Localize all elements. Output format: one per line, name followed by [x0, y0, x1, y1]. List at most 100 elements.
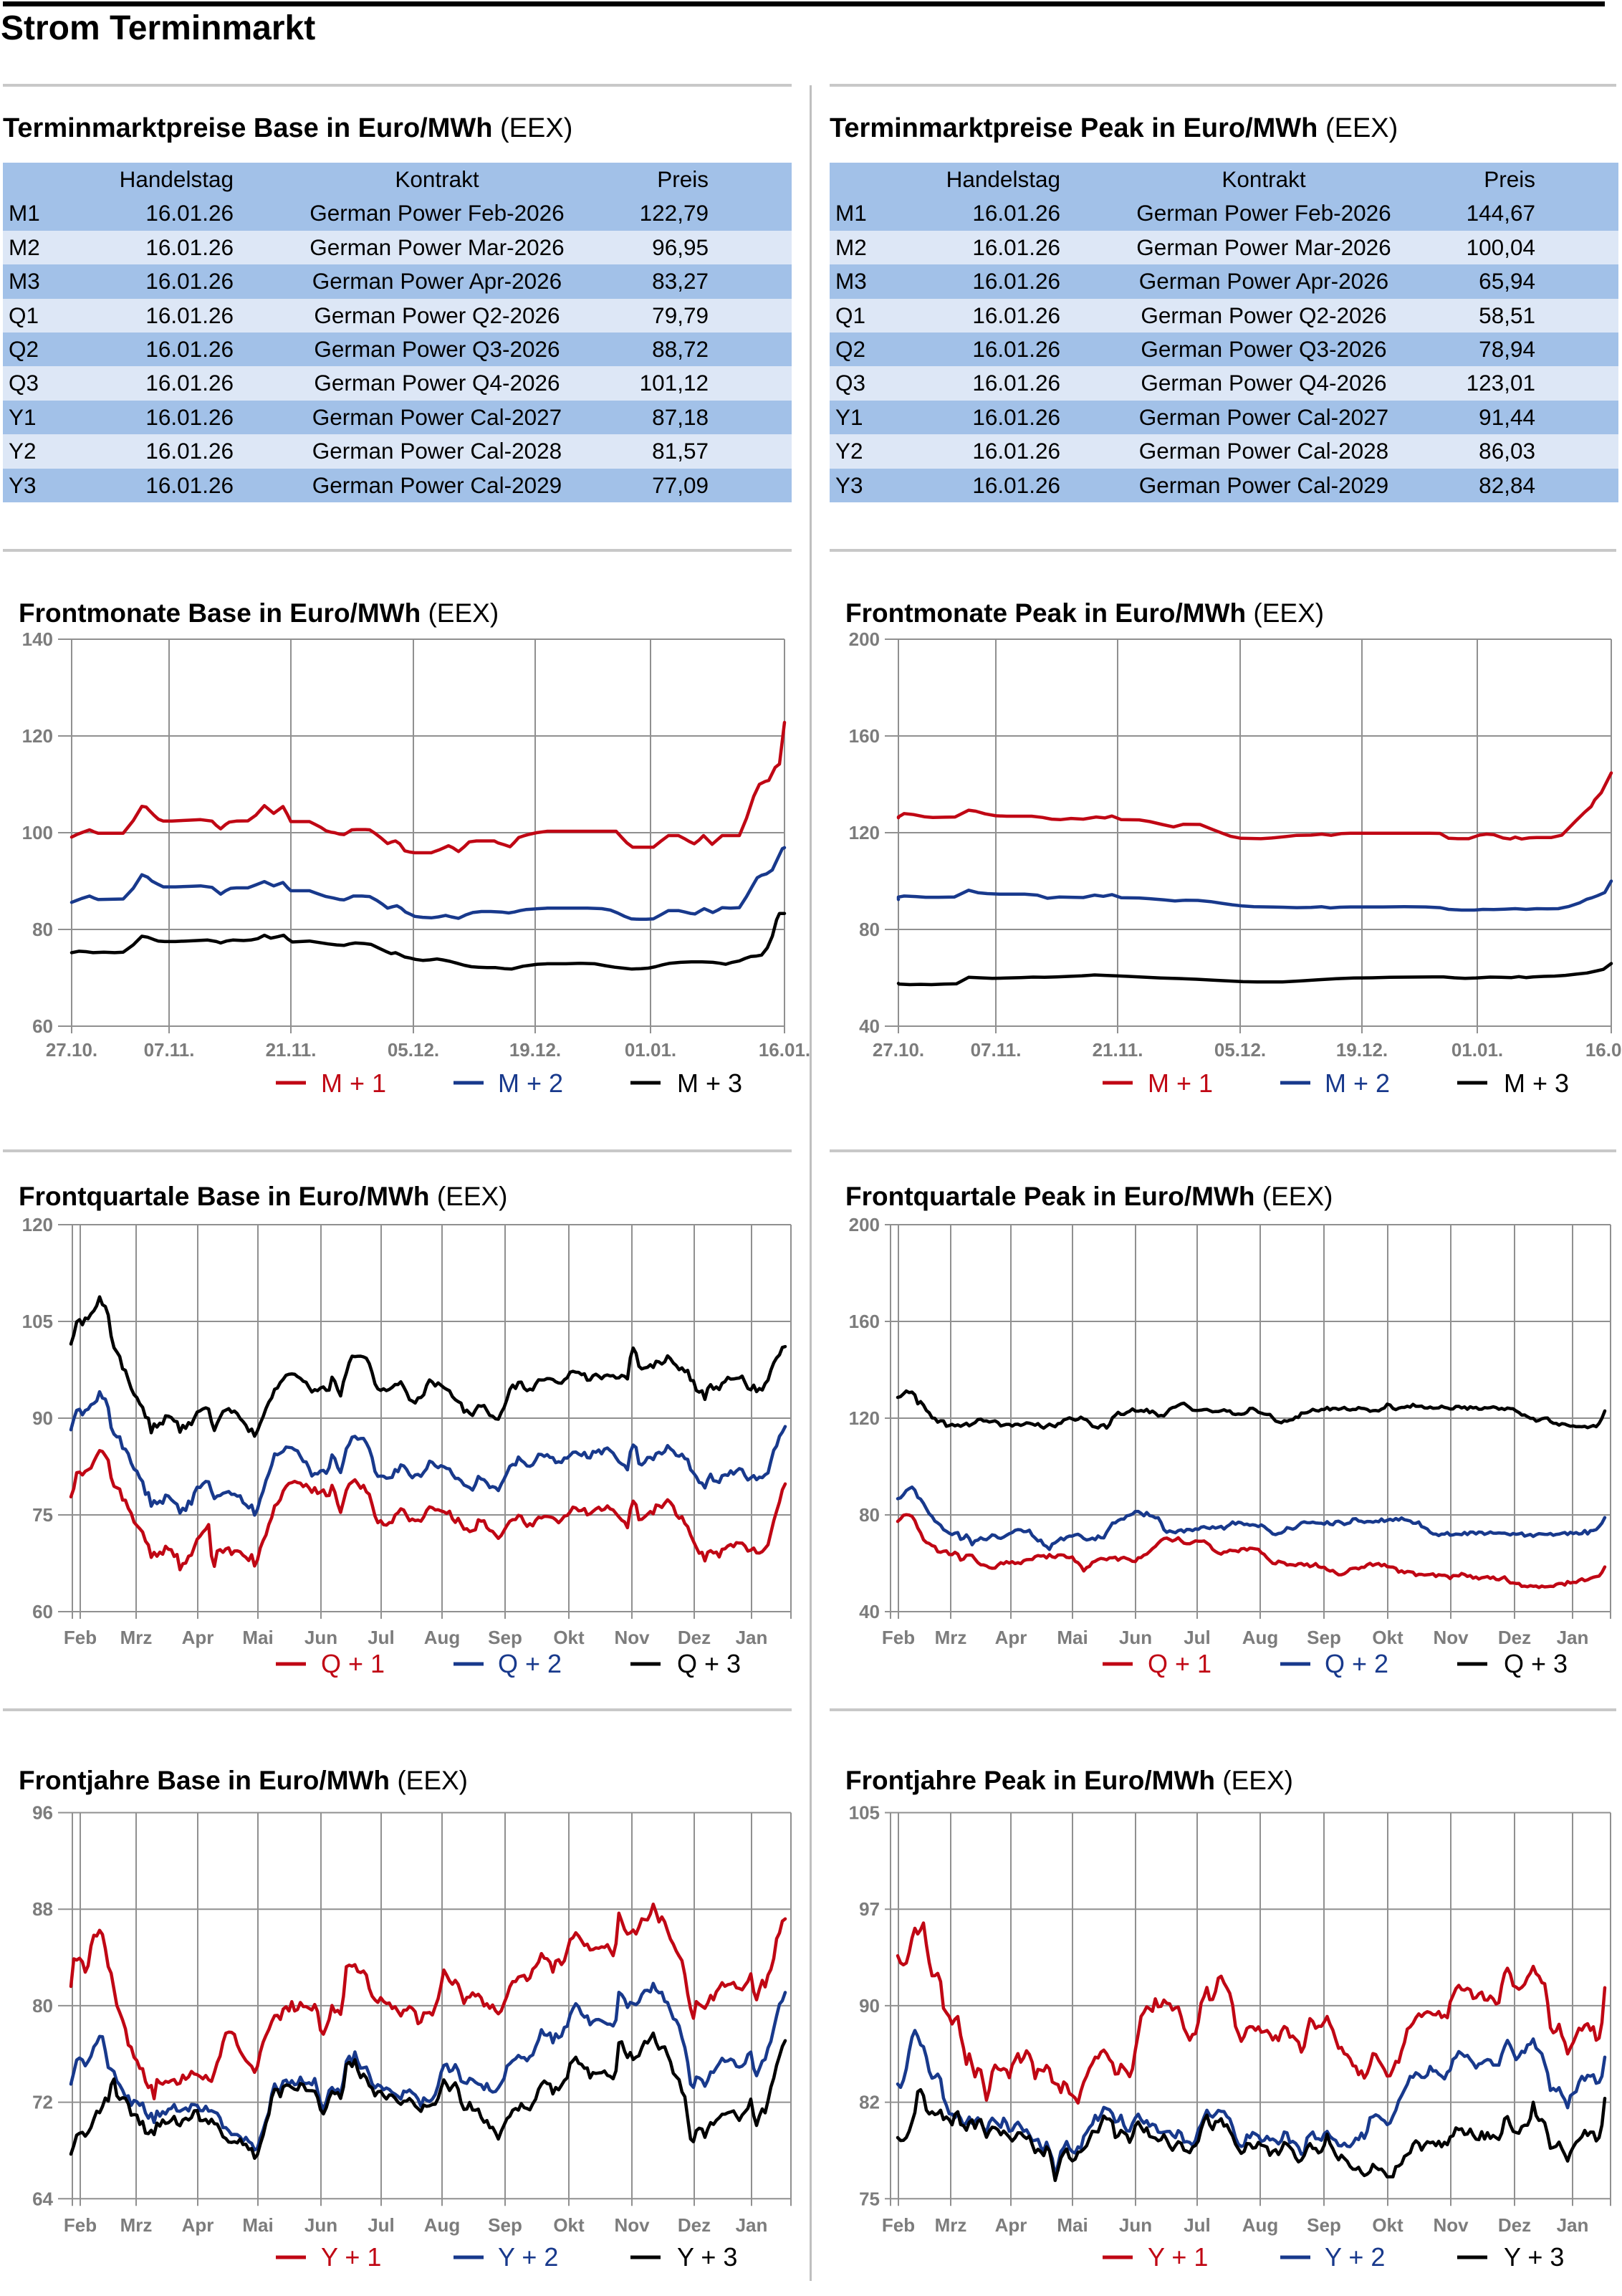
svg-text:88: 88	[32, 1898, 53, 1920]
svg-text:Q + 2: Q + 2	[498, 1649, 562, 1678]
svg-text:Mai: Mai	[1057, 2214, 1088, 2236]
svg-text:Mrz: Mrz	[120, 1627, 153, 1648]
svg-text:Sep: Sep	[488, 2214, 522, 2236]
svg-text:Q + 1: Q + 1	[1148, 1649, 1211, 1678]
svg-text:01.01.: 01.01.	[1451, 1039, 1503, 1061]
svg-text:Mai: Mai	[1057, 1627, 1088, 1648]
svg-text:M + 2: M + 2	[1325, 1068, 1390, 1098]
svg-text:97: 97	[859, 1898, 880, 1920]
svg-text:Jan: Jan	[736, 2214, 768, 2236]
svg-text:Jan: Jan	[736, 1627, 768, 1648]
svg-text:Nov: Nov	[614, 1627, 650, 1648]
svg-text:05.12.: 05.12.	[1214, 1039, 1266, 1061]
svg-text:16.01.: 16.01.	[1585, 1039, 1622, 1061]
svg-text:40: 40	[859, 1015, 880, 1037]
svg-text:07.11.: 07.11.	[971, 1039, 1022, 1061]
svg-text:Okt: Okt	[553, 1627, 585, 1648]
svg-text:Dez: Dez	[1498, 2214, 1531, 2236]
svg-text:Frontjahre Peak in Euro/MWh (E: Frontjahre Peak in Euro/MWh (EEX)	[845, 1766, 1293, 1795]
svg-text:27.10.: 27.10.	[873, 1039, 924, 1061]
svg-text:Sep: Sep	[1307, 1627, 1341, 1648]
svg-text:Mrz: Mrz	[935, 2214, 967, 2236]
svg-text:Aug: Aug	[1242, 2214, 1279, 2236]
svg-text:Y + 3: Y + 3	[1504, 2242, 1564, 2272]
svg-text:75: 75	[859, 2188, 880, 2209]
svg-text:100: 100	[22, 822, 53, 843]
svg-text:M + 3: M + 3	[677, 1068, 742, 1098]
svg-text:82: 82	[859, 2092, 880, 2113]
svg-text:80: 80	[859, 919, 880, 940]
svg-text:160: 160	[849, 1311, 880, 1332]
svg-text:Jun: Jun	[304, 1627, 337, 1648]
svg-text:21.11.: 21.11.	[266, 1039, 317, 1061]
svg-text:07.11.: 07.11.	[144, 1039, 195, 1061]
svg-text:Dez: Dez	[678, 1627, 711, 1648]
svg-text:M + 1: M + 1	[1148, 1068, 1213, 1098]
svg-text:80: 80	[32, 1995, 53, 2017]
svg-text:Y + 1: Y + 1	[321, 2242, 381, 2272]
svg-text:Apr: Apr	[995, 2214, 1027, 2236]
svg-text:Jul: Jul	[1184, 1627, 1211, 1648]
svg-text:Sep: Sep	[1307, 2214, 1341, 2236]
svg-text:90: 90	[859, 1995, 880, 2017]
svg-text:Jul: Jul	[368, 2214, 395, 2236]
svg-text:200: 200	[849, 1214, 880, 1235]
svg-text:Frontquartale Base in Euro/MWh: Frontquartale Base in Euro/MWh (EEX)	[19, 1182, 508, 1211]
svg-text:M + 3: M + 3	[1504, 1068, 1569, 1098]
svg-text:96: 96	[32, 1802, 53, 1824]
svg-text:80: 80	[32, 919, 53, 940]
svg-text:Apr: Apr	[182, 2214, 214, 2236]
svg-text:Jul: Jul	[1184, 2214, 1211, 2236]
svg-text:120: 120	[849, 822, 880, 843]
svg-text:120: 120	[849, 1407, 880, 1429]
svg-text:Feb: Feb	[882, 2214, 915, 2236]
svg-text:19.12.: 19.12.	[1336, 1039, 1388, 1061]
svg-text:Okt: Okt	[553, 2214, 585, 2236]
svg-text:60: 60	[32, 1015, 53, 1037]
svg-text:40: 40	[859, 1601, 880, 1622]
svg-text:Q + 1: Q + 1	[321, 1649, 385, 1678]
svg-text:64: 64	[32, 2188, 53, 2209]
svg-text:Y + 2: Y + 2	[498, 2242, 558, 2272]
svg-text:Nov: Nov	[614, 2214, 650, 2236]
svg-text:120: 120	[22, 1214, 53, 1235]
svg-text:Feb: Feb	[64, 1627, 97, 1648]
svg-text:Frontjahre Base in Euro/MWh (E: Frontjahre Base in Euro/MWh (EEX)	[19, 1766, 468, 1795]
svg-text:200: 200	[849, 628, 880, 650]
svg-text:Apr: Apr	[995, 1627, 1027, 1648]
svg-text:Jun: Jun	[1119, 2214, 1152, 2236]
svg-text:Q + 2: Q + 2	[1325, 1649, 1388, 1678]
svg-text:Aug: Aug	[1242, 1627, 1279, 1648]
svg-text:Feb: Feb	[64, 2214, 97, 2236]
svg-text:16.01.: 16.01.	[759, 1039, 810, 1061]
svg-text:Dez: Dez	[1498, 1627, 1531, 1648]
svg-text:Mai: Mai	[242, 1627, 273, 1648]
svg-text:120: 120	[22, 725, 53, 747]
svg-text:75: 75	[32, 1504, 53, 1526]
svg-text:21.11.: 21.11.	[1093, 1039, 1143, 1061]
svg-text:Y + 2: Y + 2	[1325, 2242, 1385, 2272]
svg-text:Nov: Nov	[1433, 2214, 1469, 2236]
svg-text:Okt: Okt	[1372, 1627, 1403, 1648]
svg-text:Frontmonate Base in Euro/MWh (: Frontmonate Base in Euro/MWh (EEX)	[19, 598, 499, 628]
svg-text:Y + 3: Y + 3	[677, 2242, 737, 2272]
svg-text:72: 72	[32, 2092, 53, 2113]
svg-text:Q + 3: Q + 3	[1504, 1649, 1568, 1678]
svg-text:Feb: Feb	[882, 1627, 915, 1648]
svg-text:105: 105	[849, 1802, 880, 1824]
svg-text:05.12.: 05.12.	[388, 1039, 439, 1061]
svg-text:Mai: Mai	[242, 2214, 273, 2236]
svg-text:Okt: Okt	[1372, 2214, 1403, 2236]
svg-text:19.12.: 19.12.	[509, 1039, 561, 1061]
svg-text:Jun: Jun	[304, 2214, 337, 2236]
svg-text:Jul: Jul	[368, 1627, 395, 1648]
svg-text:140: 140	[22, 628, 53, 650]
svg-text:Apr: Apr	[182, 1627, 214, 1648]
svg-text:Jan: Jan	[1557, 1627, 1589, 1648]
svg-text:Aug: Aug	[424, 1627, 461, 1648]
svg-text:M + 1: M + 1	[321, 1068, 386, 1098]
svg-text:Dez: Dez	[678, 2214, 711, 2236]
svg-text:90: 90	[32, 1407, 53, 1429]
svg-text:Frontquartale Peak in Euro/MWh: Frontquartale Peak in Euro/MWh (EEX)	[845, 1182, 1333, 1211]
svg-text:Q + 3: Q + 3	[677, 1649, 741, 1678]
